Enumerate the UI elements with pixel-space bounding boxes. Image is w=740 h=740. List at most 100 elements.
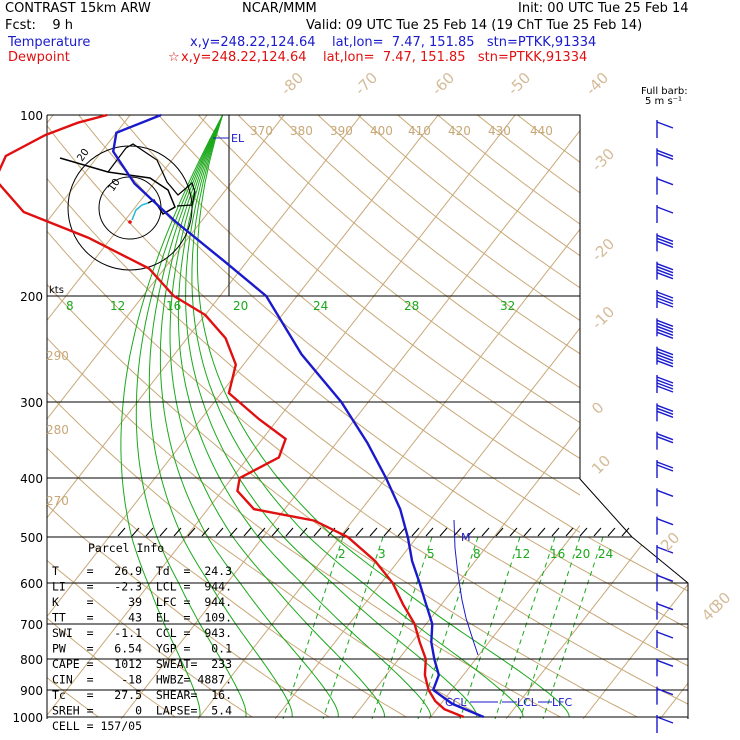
isotherm-label: -50 [504,69,534,99]
hatch-mark [439,527,448,537]
wind-barb-flag [656,574,674,582]
moist-adiabats-lower [120,537,570,718]
moist-adiabat [177,115,259,537]
dry-adiabat [47,537,688,718]
isobar-label: 700 [20,618,43,632]
dry-adiabat [47,537,688,718]
wind-barb-flag [656,659,674,667]
mixing-ratio-label: 8 [473,547,481,561]
dewpoint-legend: Dewpoint [8,50,70,65]
mixing-ratio-lines [282,537,604,719]
hatch-mark [383,527,392,537]
hatch-mark [173,527,182,537]
isotherm-label: 0 [588,398,607,417]
isotherm-line [582,537,688,719]
isotherms-upper [47,115,580,537]
isotherm-line [570,524,580,537]
moist-adiabat-label: 12 [110,299,125,313]
wind-barb-flag [656,237,674,245]
wind-barb-flag [656,631,674,639]
hatch-mark [397,527,406,537]
wind-barb-flag [656,407,674,415]
wind-barb-flag [656,272,674,280]
moist-adiabat [148,537,293,718]
dry-adiabat-label: 420 [448,124,471,138]
dry-adiabat [47,337,273,537]
dry-adiabat [47,537,330,718]
wind-barb-flag [656,385,674,393]
isotherm-line [505,537,688,719]
wind-barb-flag [656,603,674,611]
moist-adiabat [135,537,247,718]
dry-adiabat-label: 280 [46,423,69,437]
parcel-info-row: K = 39 LFC = 944. [52,595,232,609]
mixing-ratio-label: 16 [550,547,565,561]
wind-barb-flag [656,152,674,160]
isotherm-line [351,537,688,719]
dry-adiabat [47,537,638,718]
barb-key-line2: 5 m s⁻¹ [645,96,682,107]
init-time: Init: 00 UTC Tue 25 Feb 14 [518,1,689,16]
dry-adiabats-lower [47,537,688,718]
dry-adiabat [437,537,688,718]
moist-adiabat [196,537,570,718]
isotherm-line [339,228,580,537]
hatch-mark [159,527,168,537]
dry-adiabat [47,537,688,718]
wind-barb-flag [656,379,674,387]
wind-barb-flag [656,319,674,327]
hatch-mark [313,527,322,537]
wind-barb-flag [656,354,674,362]
dewpoint-location: x,y=248.22,124.64 lat,lon= 7.47, 151.85 … [181,50,588,65]
hatch-mark [201,527,210,537]
wind-barb-flag [656,240,674,248]
mixing-ratio-label: 5 [427,547,435,561]
mixing-ratio-line [322,537,384,719]
hatch-mark [355,527,364,537]
parcel-info-row: TT = 43 EL = 109. [52,611,232,625]
wind-barbs [656,120,674,733]
isotherm-line [428,537,688,719]
annotation-el: EL [231,132,245,145]
wind-barb-flag [656,546,674,554]
dry-adiabat-label: 440 [530,124,553,138]
moist-adiabat [135,115,224,537]
dry-adiabat [477,537,688,718]
isobar-label: 1000 [12,711,43,725]
dry-adiabat-label: 370 [250,124,273,138]
annotation-m: M [461,531,471,544]
isotherm-label: 10 [588,452,614,478]
mixing-ratio-label: 2 [338,547,346,561]
dry-adiabat [47,537,253,718]
isobar-label: 400 [20,472,43,486]
wind-barb-flag [656,716,674,724]
isotherm-label: -10 [588,303,618,333]
wind-barb-flag [656,269,674,277]
chart-frame [47,114,689,719]
wind-barb-flag [656,357,674,365]
mixing-ratio-line [494,537,556,719]
hatch-mark [481,527,490,537]
isobar-label: 600 [20,577,43,591]
mixing-ratio-line [371,537,433,719]
isotherm-line [108,115,439,537]
hodograph-trace-black-2 [107,143,196,207]
moist-adiabat [148,115,224,537]
model-title: CONTRAST 15km ARW [5,1,151,16]
hatch-mark [509,527,518,537]
hatch-mark [117,527,126,537]
wind-barb-flag [656,404,674,412]
mixing-ratio-line [519,537,581,719]
dry-adiabat [47,230,400,537]
mixing-ratio-line [542,537,604,719]
wind-barb-flag [656,149,674,157]
temperature-legend: Temperature [8,35,91,50]
wind-barb-flag [656,266,674,274]
wind-barb-flag [656,360,674,368]
isotherm-line [47,115,131,223]
wind-barb-flag [656,234,674,242]
hatch-mark [411,527,420,537]
isotherm-line [185,115,516,537]
isotherm-label: -20 [588,235,618,265]
parcel-info-row: PW = 6.54 YGP = 0.1 [52,642,232,656]
